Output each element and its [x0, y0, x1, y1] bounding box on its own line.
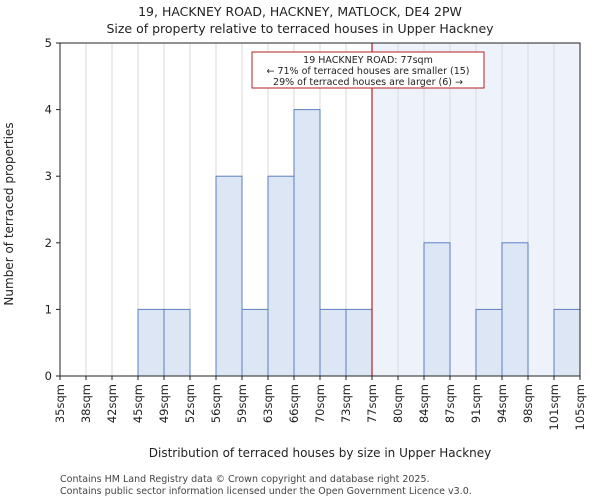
bars — [137, 109, 581, 377]
x-axis-ticks: 35sqm 38sqm 42sqm 45sqm 49sqm 52sqm 56sqm 59sqm… — [53, 376, 587, 430]
y-tick-label: 3 — [45, 169, 52, 183]
annotation-line-2: ← 71% of terraced houses are smaller (15… — [266, 66, 469, 77]
bar — [137, 308, 165, 377]
y-axis-ticks: 0 1 2 3 4 5 — [45, 36, 60, 383]
y-axis-label: Number of terraced properties — [2, 122, 16, 305]
bar — [163, 308, 191, 377]
x-tick-label: 105sqm — [573, 384, 587, 430]
x-tick-label: 42sqm — [105, 384, 119, 423]
x-tick-label: 49sqm — [157, 384, 171, 423]
x-tick-label: 91sqm — [469, 384, 483, 423]
annotation-box — [251, 51, 485, 89]
y-tick-label: 0 — [45, 369, 52, 383]
x-tick-label: 52sqm — [183, 384, 197, 423]
y-tick-label: 1 — [45, 302, 52, 316]
bar — [345, 308, 373, 377]
annotation-line-3: 29% of terraced houses are larger (6) → — [273, 77, 463, 88]
bar — [319, 308, 347, 377]
x-tick-label: 80sqm — [391, 384, 405, 423]
bar — [553, 308, 581, 377]
x-tick-label: 59sqm — [235, 384, 249, 423]
x-tick-label: 56sqm — [209, 384, 223, 423]
x-tick-label: 38sqm — [79, 384, 93, 423]
x-tick-label: 73sqm — [339, 384, 353, 423]
bar — [215, 175, 243, 377]
x-tick-label: 45sqm — [131, 384, 145, 423]
x-tick-label: 66sqm — [287, 384, 301, 423]
y-tick-label: 4 — [45, 103, 52, 117]
footer-line-2: Contains public sector information licen… — [60, 486, 472, 497]
chart-title: 19, HACKNEY ROAD, HACKNEY, MATLOCK, DE4 … — [138, 4, 462, 19]
bar — [241, 308, 269, 377]
x-tick-label: 70sqm — [313, 384, 327, 423]
footer-line-1: Contains HM Land Registry data © Crown c… — [60, 474, 430, 485]
x-tick-label: 98sqm — [521, 384, 535, 423]
x-tick-label: 77sqm — [365, 384, 379, 423]
y-tick-label: 2 — [45, 236, 52, 250]
annotation-line-1: 19 HACKNEY ROAD: 77sqm — [303, 55, 433, 66]
chart-subtitle: Size of property relative to terraced ho… — [106, 21, 494, 36]
bar — [267, 175, 295, 377]
x-tick-label: 94sqm — [495, 384, 509, 423]
bar — [293, 109, 321, 377]
x-axis-label: Distribution of terraced houses by size … — [149, 446, 492, 460]
x-tick-label: 87sqm — [443, 384, 457, 423]
x-tick-label: 101sqm — [547, 384, 561, 430]
x-tick-label: 63sqm — [261, 384, 275, 423]
bar — [501, 242, 529, 377]
bar — [475, 308, 503, 377]
y-tick-label: 5 — [45, 36, 52, 50]
x-tick-label: 35sqm — [53, 384, 67, 423]
bar — [423, 242, 451, 377]
x-tick-label: 84sqm — [417, 384, 431, 423]
